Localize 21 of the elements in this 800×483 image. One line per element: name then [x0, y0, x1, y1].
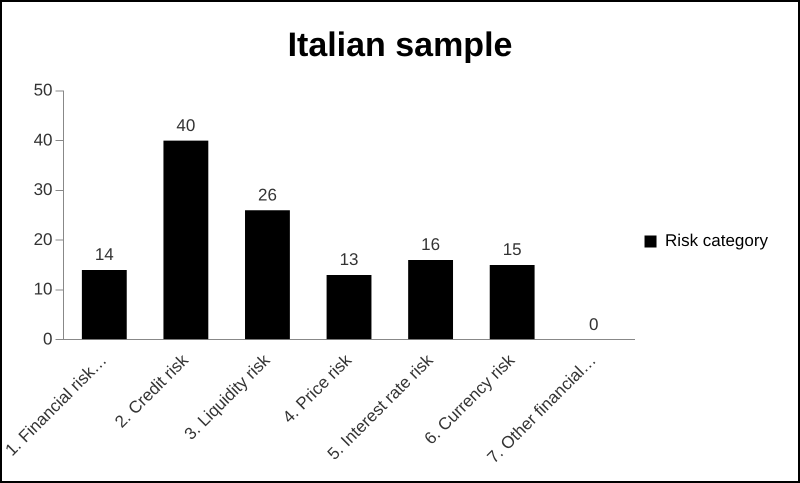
y-tick-label: 0 [43, 329, 53, 348]
chart-title: Italian sample [288, 26, 512, 64]
data-label: 40 [176, 116, 196, 135]
y-tick-label: 10 [34, 280, 53, 299]
y-tick-label: 50 [34, 80, 53, 100]
bar [245, 210, 290, 340]
bar [326, 274, 372, 340]
data-label: 14 [94, 245, 114, 264]
data-label: 15 [502, 240, 522, 260]
y-tick-label: 40 [34, 130, 53, 150]
y-tick-label: 20 [34, 230, 53, 249]
data-label: 0 [589, 314, 598, 334]
bar [408, 260, 454, 340]
bar [163, 140, 208, 340]
bar [82, 270, 127, 340]
data-label: 16 [421, 235, 440, 254]
bar [490, 265, 535, 340]
data-label: 13 [340, 250, 358, 270]
legend-label: Risk category [665, 231, 768, 250]
data-label: 26 [258, 185, 277, 204]
y-tick-label: 30 [34, 180, 53, 200]
